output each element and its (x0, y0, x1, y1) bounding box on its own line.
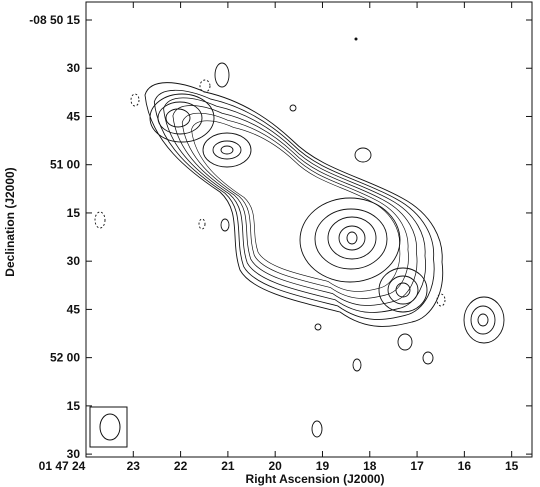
y-tick-label: 15 (67, 206, 81, 220)
contour (299, 197, 401, 283)
contour (311, 420, 323, 438)
contour (220, 145, 234, 155)
contour (191, 120, 401, 292)
contour (212, 140, 242, 160)
contour (314, 208, 388, 270)
x-axis-label: Right Ascension (J2000) (246, 472, 385, 486)
y-tick-label: 52 00 (50, 351, 80, 365)
contour (387, 275, 419, 305)
contours (94, 37, 505, 438)
x-tick-label: 15 (505, 459, 519, 473)
y-tick-label: 15 (67, 399, 81, 413)
contour (395, 282, 411, 298)
contour (198, 218, 206, 230)
contour (477, 313, 489, 327)
y-axis-label: Declination (J2000) (3, 167, 17, 276)
contour (289, 104, 297, 112)
contour (172, 105, 418, 306)
contour (436, 293, 446, 307)
x-tick-label: 01 47 24 (39, 459, 86, 473)
contour (157, 101, 203, 135)
beam (99, 413, 121, 441)
x-tick-label: 19 (316, 459, 330, 473)
contour (346, 231, 358, 245)
y-tick-label: 30 (67, 254, 81, 268)
plot-frame (85, 1, 533, 458)
y-tick-label: 51 00 (50, 158, 80, 172)
contour (327, 216, 377, 260)
y-tick-label: 45 (67, 109, 81, 123)
y-tick-label: 30 (67, 447, 81, 461)
contour (163, 97, 427, 313)
contour (354, 37, 358, 41)
contour (470, 305, 496, 335)
contour (202, 132, 252, 168)
contour (422, 351, 434, 365)
contour (352, 358, 362, 372)
y-tick-label: 30 (67, 61, 81, 75)
x-tick-label: 17 (410, 459, 424, 473)
contour (220, 218, 230, 232)
contour (149, 93, 215, 143)
contour (463, 296, 505, 344)
contour (338, 225, 366, 251)
contour (378, 267, 428, 313)
contour (199, 79, 211, 93)
contour (354, 147, 372, 163)
contour (314, 323, 322, 331)
contour (94, 211, 106, 229)
beam-box (89, 406, 128, 448)
contour (397, 333, 413, 351)
x-tick-label: 22 (174, 459, 188, 473)
y-tick-label: -08 50 15 (29, 13, 80, 27)
x-tick-label: 21 (221, 459, 235, 473)
y-tick-label: 45 (67, 302, 81, 316)
contour (214, 62, 230, 88)
x-tick-label: 23 (127, 459, 141, 473)
x-tick-label: 16 (458, 459, 472, 473)
x-tick-label: 20 (269, 459, 283, 473)
contour (181, 112, 409, 299)
contour (153, 89, 435, 320)
contour (130, 93, 140, 107)
contour (165, 108, 191, 128)
x-tick-label: 18 (363, 459, 377, 473)
